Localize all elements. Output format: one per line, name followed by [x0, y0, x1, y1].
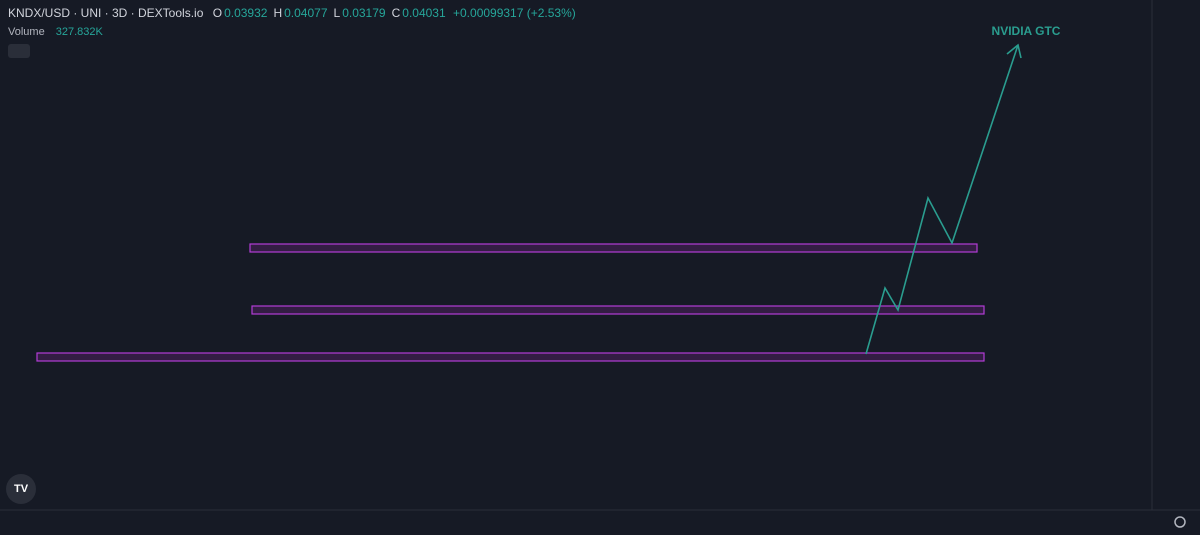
arrow-head — [1006, 43, 1022, 59]
zone — [251, 305, 985, 315]
ohlc-value: 0.04077 — [284, 6, 328, 20]
logo — [6, 474, 36, 504]
ohlc-value: 0.03179 — [342, 6, 386, 20]
settings-icon[interactable] — [1174, 516, 1186, 528]
volume-title: Volume — [8, 26, 45, 38]
volume-row: Volume 327.832K — [8, 26, 105, 38]
ohlc: O 0.03932 H 0.04077 L 0.03179 C 0.04031 — [209, 6, 448, 20]
zone — [249, 243, 978, 253]
zones — [36, 243, 985, 362]
ohlc-letter: L — [333, 6, 341, 20]
ohlc-letter: C — [391, 6, 401, 20]
ohlc-letter: H — [273, 6, 283, 20]
legend-row: KNDX/USD · UNI · 3D · DEXTools.io O 0.039… — [8, 6, 578, 20]
projection-arrow — [865, 44, 1019, 355]
zone — [36, 352, 985, 362]
collapse-button[interactable] — [8, 44, 30, 58]
change: +0.00099317 (+2.53%) — [453, 6, 576, 20]
logo-mark: TV — [14, 483, 29, 495]
volume-value: 327.832K — [55, 26, 103, 38]
ohlc-value: 0.03932 — [224, 6, 268, 20]
symbol: KNDX/USD · UNI · 3D · DEXTools.io — [8, 6, 204, 20]
ohlc-value: 0.04031 — [402, 6, 446, 20]
annotation: NVIDIA GTC — [992, 24, 1061, 38]
ohlc-letter: O — [212, 6, 223, 20]
